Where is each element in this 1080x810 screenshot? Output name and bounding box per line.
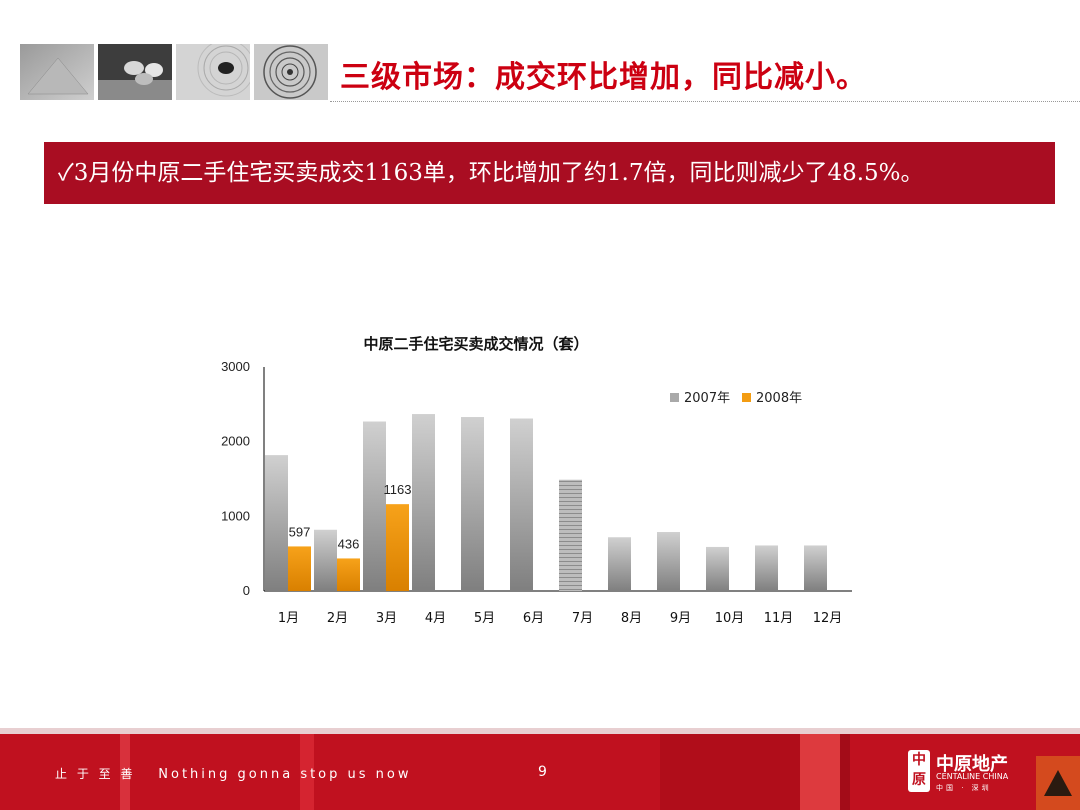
page-title: 三级市场：成交环比增加，同比减小。 xyxy=(340,60,867,95)
tree-rings-image xyxy=(254,44,328,100)
bar-2007-9月 xyxy=(657,532,680,591)
bar-2007-2月 xyxy=(314,529,337,591)
prev-slide-button[interactable] xyxy=(1036,756,1080,810)
data-label-2008: 1163 xyxy=(384,482,412,497)
bar-2008-3月 xyxy=(386,504,409,591)
footer-slogan: 止 于 至 善 Nothing gonna stop us now xyxy=(55,765,412,782)
chart-container: 中原二手住宅买卖成交情况（套） 0 1000 2000 3000 597 1月 436 2月 11… xyxy=(200,325,880,635)
x-tick-label: 10月 xyxy=(715,611,745,626)
y-tick-label: 1000 xyxy=(221,508,250,523)
slogan-cn: 止 于 至 善 xyxy=(55,767,136,781)
centaline-logo: 中 原 中原地产 CENTALINE CHINA 中国 · 深圳 xyxy=(908,750,1018,796)
logo-text-cn: 中原地产 xyxy=(936,754,1008,775)
triangle-up-icon xyxy=(1044,770,1072,796)
bar-2007-3月 xyxy=(363,421,386,591)
x-tick-label: 4月 xyxy=(425,611,446,626)
bar-2007-12月 xyxy=(804,545,827,591)
bar-2007-6月 xyxy=(510,418,533,591)
summary-banner: ✓3月份中原二手住宅买卖成交1163单，环比增加了约1.7倍，同比则减少了48.… xyxy=(44,142,1055,204)
page-number: 9 xyxy=(538,764,547,780)
legend-label-2008: 2008年 xyxy=(756,391,802,406)
logo-text-en: CENTALINE CHINA xyxy=(936,772,1009,781)
x-tick-label: 1月 xyxy=(278,611,299,626)
data-label-2008: 436 xyxy=(338,536,360,551)
x-tick-label: 12月 xyxy=(813,611,843,626)
header-thumbnails xyxy=(20,44,328,100)
title-divider xyxy=(330,101,1080,102)
legend-label-2007: 2007年 xyxy=(684,391,730,406)
legend-swatch-2007 xyxy=(670,393,679,402)
bar-2008-2月 xyxy=(337,558,360,591)
bar-2007-10月 xyxy=(706,546,729,591)
bar-2007-7月 xyxy=(559,479,582,591)
logo-text-sub: 中国 · 深圳 xyxy=(936,784,992,792)
y-tick-label: 2000 xyxy=(221,434,250,449)
x-tick-label: 7月 xyxy=(572,611,593,626)
pebbles-image xyxy=(98,44,172,100)
y-tick-label: 0 xyxy=(243,583,250,598)
sand-image xyxy=(20,44,94,100)
bar-chart: 中原二手住宅买卖成交情况（套） 0 1000 2000 3000 597 1月 436 2月 11… xyxy=(221,335,852,626)
x-tick-label: 2月 xyxy=(327,611,348,626)
x-tick-label: 5月 xyxy=(474,611,495,626)
bar-2008-1月 xyxy=(288,546,311,591)
data-label-2008: 597 xyxy=(289,524,311,539)
slogan-en: Nothing gonna stop us now xyxy=(158,767,412,782)
logo-seal-char: 原 xyxy=(912,772,926,788)
logo-seal-char: 中 xyxy=(912,752,926,768)
ripple-stone-image xyxy=(176,44,250,100)
bar-2007-11月 xyxy=(755,545,778,591)
x-tick-label: 8月 xyxy=(621,611,642,626)
bar-2007-8月 xyxy=(608,537,631,591)
bar-2007-4月 xyxy=(412,414,435,591)
footer-bar xyxy=(0,728,1080,810)
y-tick-label: 3000 xyxy=(221,359,250,374)
legend-swatch-2008 xyxy=(742,393,751,402)
x-tick-label: 6月 xyxy=(523,611,544,626)
x-tick-label: 9月 xyxy=(670,611,691,626)
bar-2007-5月 xyxy=(461,417,484,591)
x-tick-label: 11月 xyxy=(764,611,794,626)
bar-2007-1月 xyxy=(265,455,288,591)
logo-seal-icon: 中 原 xyxy=(908,750,930,792)
chart-title: 中原二手住宅买卖成交情况（套） xyxy=(363,335,588,353)
x-tick-label: 3月 xyxy=(376,611,397,626)
